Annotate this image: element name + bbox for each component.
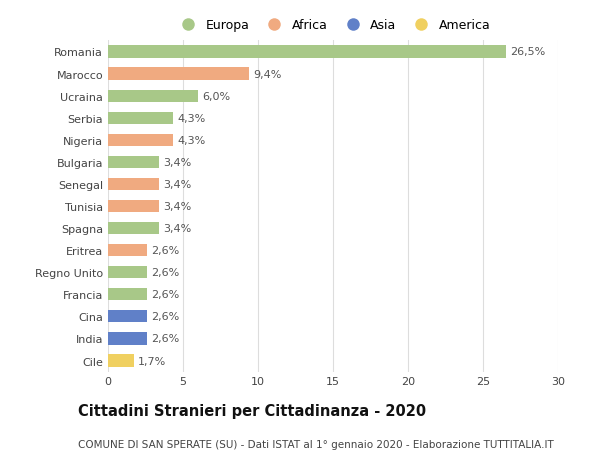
Bar bbox=[108, 134, 173, 146]
Text: 3,4%: 3,4% bbox=[163, 224, 192, 234]
Bar bbox=[108, 355, 133, 367]
Bar bbox=[108, 90, 198, 102]
Text: 4,3%: 4,3% bbox=[177, 135, 205, 146]
Bar bbox=[108, 201, 159, 213]
Bar bbox=[108, 289, 147, 301]
Bar bbox=[108, 68, 249, 80]
Text: 26,5%: 26,5% bbox=[510, 47, 545, 57]
Bar bbox=[108, 223, 159, 235]
Text: 2,6%: 2,6% bbox=[151, 268, 180, 278]
Bar bbox=[108, 179, 159, 190]
Bar bbox=[108, 245, 147, 257]
Text: Cittadini Stranieri per Cittadinanza - 2020: Cittadini Stranieri per Cittadinanza - 2… bbox=[78, 403, 426, 419]
Legend: Europa, Africa, Asia, America: Europa, Africa, Asia, America bbox=[175, 19, 491, 33]
Text: 1,7%: 1,7% bbox=[138, 356, 166, 366]
Text: 3,4%: 3,4% bbox=[163, 179, 192, 190]
Text: 4,3%: 4,3% bbox=[177, 113, 205, 123]
Text: 3,4%: 3,4% bbox=[163, 202, 192, 212]
Bar bbox=[108, 311, 147, 323]
Text: 9,4%: 9,4% bbox=[254, 69, 282, 79]
Text: 2,6%: 2,6% bbox=[151, 334, 180, 344]
Text: 6,0%: 6,0% bbox=[203, 91, 230, 101]
Text: COMUNE DI SAN SPERATE (SU) - Dati ISTAT al 1° gennaio 2020 - Elaborazione TUTTIT: COMUNE DI SAN SPERATE (SU) - Dati ISTAT … bbox=[78, 440, 554, 449]
Bar bbox=[108, 333, 147, 345]
Text: 2,6%: 2,6% bbox=[151, 246, 180, 256]
Bar bbox=[108, 267, 147, 279]
Text: 3,4%: 3,4% bbox=[163, 157, 192, 168]
Bar bbox=[108, 46, 505, 58]
Bar bbox=[108, 112, 173, 124]
Text: 2,6%: 2,6% bbox=[151, 290, 180, 300]
Text: 2,6%: 2,6% bbox=[151, 312, 180, 322]
Bar bbox=[108, 157, 159, 168]
